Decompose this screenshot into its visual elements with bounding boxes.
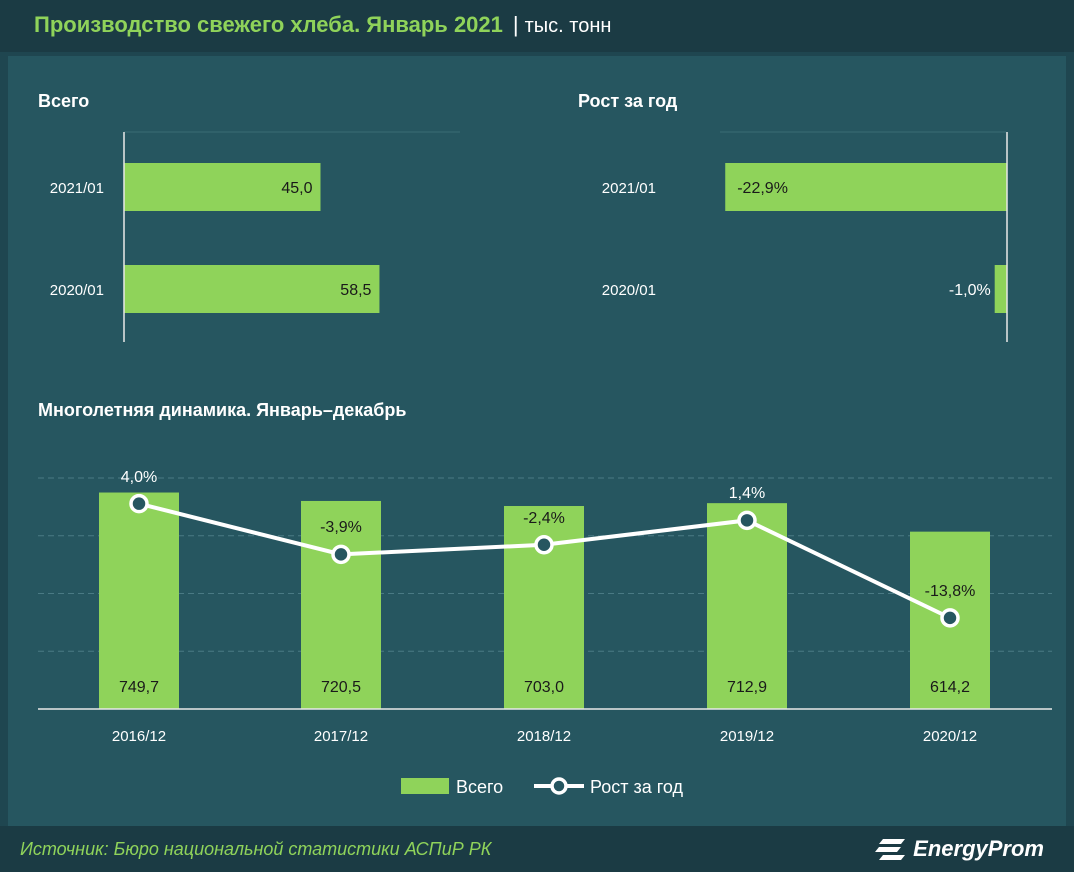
dynamics-chart-title: Многолетняя динамика. Январь–декабрь [38,400,406,420]
dynamics-bars: 749,7 720,5 703,0 712,9 614,2 [99,492,990,709]
total-bar [124,163,321,211]
title-separator: | [512,12,519,37]
growth-point-label: -2,4% [523,510,565,527]
header: Производство свежего хлеба. Январь 2021 |… [0,0,1074,52]
dynamics-bar-value-label: 720,5 [321,679,361,696]
legend-line-marker [550,777,568,795]
total-chart-title: Всего [38,91,89,111]
growth-category-label: 2021/01 [602,180,656,197]
dynamics-growth-line: 4,0% -3,9% -2,4% 1,4% -13,8% [121,469,976,628]
title-text: Производство свежего хлеба. Январь 2021 [34,12,503,37]
source-text: Источник: Бюро национальной статистики А… [20,839,492,859]
growth-point [940,608,960,628]
footer: Источник: Бюро национальной статистики А… [0,826,1074,872]
dynamics-category-label: 2018/12 [517,728,571,745]
legend-bar-label: Всего [456,777,503,797]
growth-category-label: 2020/01 [602,282,656,299]
dynamics-gridlines [38,477,1052,652]
dynamics-bar-value-label: 703,0 [524,679,564,696]
dynamics-bar [707,503,787,709]
logo-text: EnergyProm [913,836,1044,861]
growth-bars: 2021/01 -22,9% 2020/01 -1,0% [602,163,1007,313]
dynamics-bar-value-label: 749,7 [119,679,159,696]
total-category-label: 2020/01 [50,282,104,299]
legend-line-label: Рост за год [590,777,684,797]
dynamics-bar-value-label: 712,9 [727,679,767,696]
growth-point-label: 1,4% [729,485,765,502]
unit-label: тыс. тонн [524,15,612,37]
growth-point [331,544,351,565]
growth-point-label: 4,0% [121,469,157,486]
logo-icon [875,839,906,860]
total-category-label: 2021/01 [50,180,104,197]
dynamics-category-label: 2016/12 [112,728,166,745]
legend: Всего Рост за год [401,777,684,797]
dynamics-category-label: 2020/12 [923,728,977,745]
dynamics-category-label: 2019/12 [720,728,774,745]
growth-bar [994,265,1007,313]
growth-chart-title: Рост за год [578,91,678,111]
dynamics-bar [99,492,179,709]
dynamics-x-ticks: 2016/12 2017/12 2018/12 2019/12 2020/12 [112,728,977,745]
dynamics-bar [301,500,381,709]
growth-point [534,534,554,555]
dynamics-bar-value-label: 614,2 [930,679,970,696]
growth-point-label: -13,8% [925,583,976,600]
growth-value-label: -1,0% [949,282,991,299]
total-value-label: 45,0 [281,180,312,197]
growth-bar [725,163,1007,211]
energyprom-logo: EnergyProm [875,834,1044,864]
total-value-label: 58,5 [340,282,371,299]
growth-point [737,510,757,531]
total-bar [124,265,380,313]
growth-value-label: -22,9% [737,180,788,197]
legend-bar-swatch [401,778,449,794]
growth-point [129,493,149,514]
growth-point-label: -3,9% [320,519,362,536]
total-bars: 2021/01 45,0 2020/01 58,5 [50,163,380,313]
page-title: Производство свежего хлеба. Январь 2021 |… [34,12,611,38]
dynamics-category-label: 2017/12 [314,728,368,745]
